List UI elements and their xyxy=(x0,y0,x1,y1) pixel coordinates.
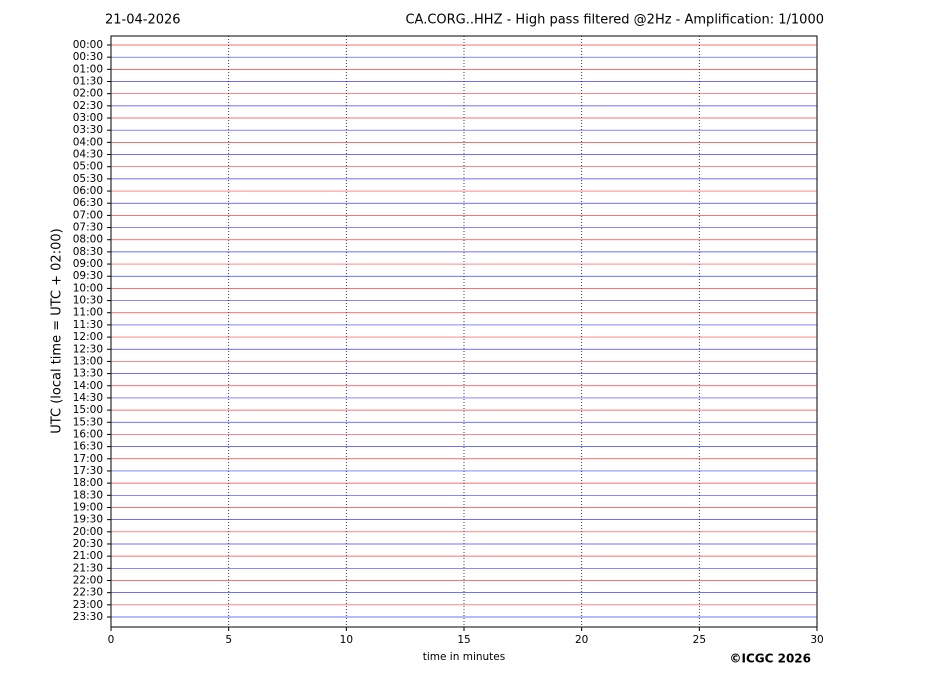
y-tick-label: 20:30 xyxy=(73,538,103,550)
y-tick-label: 01:00 xyxy=(73,63,103,75)
y-tick-label: 09:30 xyxy=(73,270,103,282)
y-tick-label: 12:30 xyxy=(73,343,103,355)
y-tick-label: 04:30 xyxy=(73,149,103,161)
y-tick-label: 19:00 xyxy=(73,501,103,513)
y-tick-label: 23:00 xyxy=(73,599,103,611)
x-tick-label: 25 xyxy=(693,634,706,646)
date-title: 21-04-2026 xyxy=(105,13,181,28)
y-tick-label: 21:30 xyxy=(73,562,103,574)
y-tick-label: 10:30 xyxy=(73,295,103,307)
y-tick-label: 21:00 xyxy=(73,550,103,562)
y-tick-label: 00:30 xyxy=(73,51,103,63)
station-title: CA.CORG..HHZ - High pass filtered @2Hz -… xyxy=(405,13,824,28)
y-tick-label: 06:30 xyxy=(73,197,103,209)
y-tick-label: 15:00 xyxy=(73,404,103,416)
y-tick-label: 08:30 xyxy=(73,246,103,258)
x-tick-label: 10 xyxy=(340,634,353,646)
y-tick-label: 22:30 xyxy=(73,587,103,599)
y-tick-label: 00:00 xyxy=(73,39,103,51)
y-tick-label: 09:00 xyxy=(73,258,103,270)
y-tick-label: 18:00 xyxy=(73,477,103,489)
y-tick-label: 11:30 xyxy=(73,319,103,331)
y-tick-label: 08:00 xyxy=(73,234,103,246)
plot-frame xyxy=(110,35,818,628)
y-tick-label: 02:00 xyxy=(73,88,103,100)
y-tick-label: 10:00 xyxy=(73,282,103,294)
y-tick-label: 06:00 xyxy=(73,185,103,197)
y-tick-label: 17:30 xyxy=(73,465,103,477)
y-tick-label: 16:00 xyxy=(73,428,103,440)
y-tick-label: 23:30 xyxy=(73,611,103,623)
x-tick-label: 5 xyxy=(225,634,232,646)
y-tick-label: 17:00 xyxy=(73,453,103,465)
y-tick-label: 01:30 xyxy=(73,76,103,88)
y-tick-label: 07:30 xyxy=(73,222,103,234)
y-tick-label: 20:00 xyxy=(73,526,103,538)
x-tick-label: 20 xyxy=(575,634,588,646)
y-tick-label: 22:00 xyxy=(73,574,103,586)
y-tick-label: 02:30 xyxy=(73,100,103,112)
y-tick-label: 05:30 xyxy=(73,173,103,185)
y-tick-label: 03:00 xyxy=(73,112,103,124)
y-tick-label: 05:00 xyxy=(73,161,103,173)
x-tick-label: 15 xyxy=(457,634,470,646)
credit: ©ICGC 2026 xyxy=(729,652,811,666)
y-tick-label: 03:30 xyxy=(73,124,103,136)
y-tick-label: 13:30 xyxy=(73,368,103,380)
y-tick-label: 18:30 xyxy=(73,489,103,501)
x-axis-label: time in minutes xyxy=(423,651,505,663)
y-tick-label: 11:00 xyxy=(73,307,103,319)
x-tick-label: 0 xyxy=(108,634,115,646)
y-tick-label: 14:30 xyxy=(73,392,103,404)
y-tick-label: 13:00 xyxy=(73,355,103,367)
y-tick-label: 07:00 xyxy=(73,209,103,221)
x-tick-label: 30 xyxy=(810,634,823,646)
y-tick-label: 15:30 xyxy=(73,416,103,428)
y-tick-label: 19:30 xyxy=(73,514,103,526)
y-tick-label: 12:00 xyxy=(73,331,103,343)
y-axis-label: UTC (local time = UTC + 02:00) xyxy=(50,228,65,433)
y-tick-label: 16:30 xyxy=(73,441,103,453)
y-tick-label: 04:00 xyxy=(73,136,103,148)
y-tick-label: 14:00 xyxy=(73,380,103,392)
